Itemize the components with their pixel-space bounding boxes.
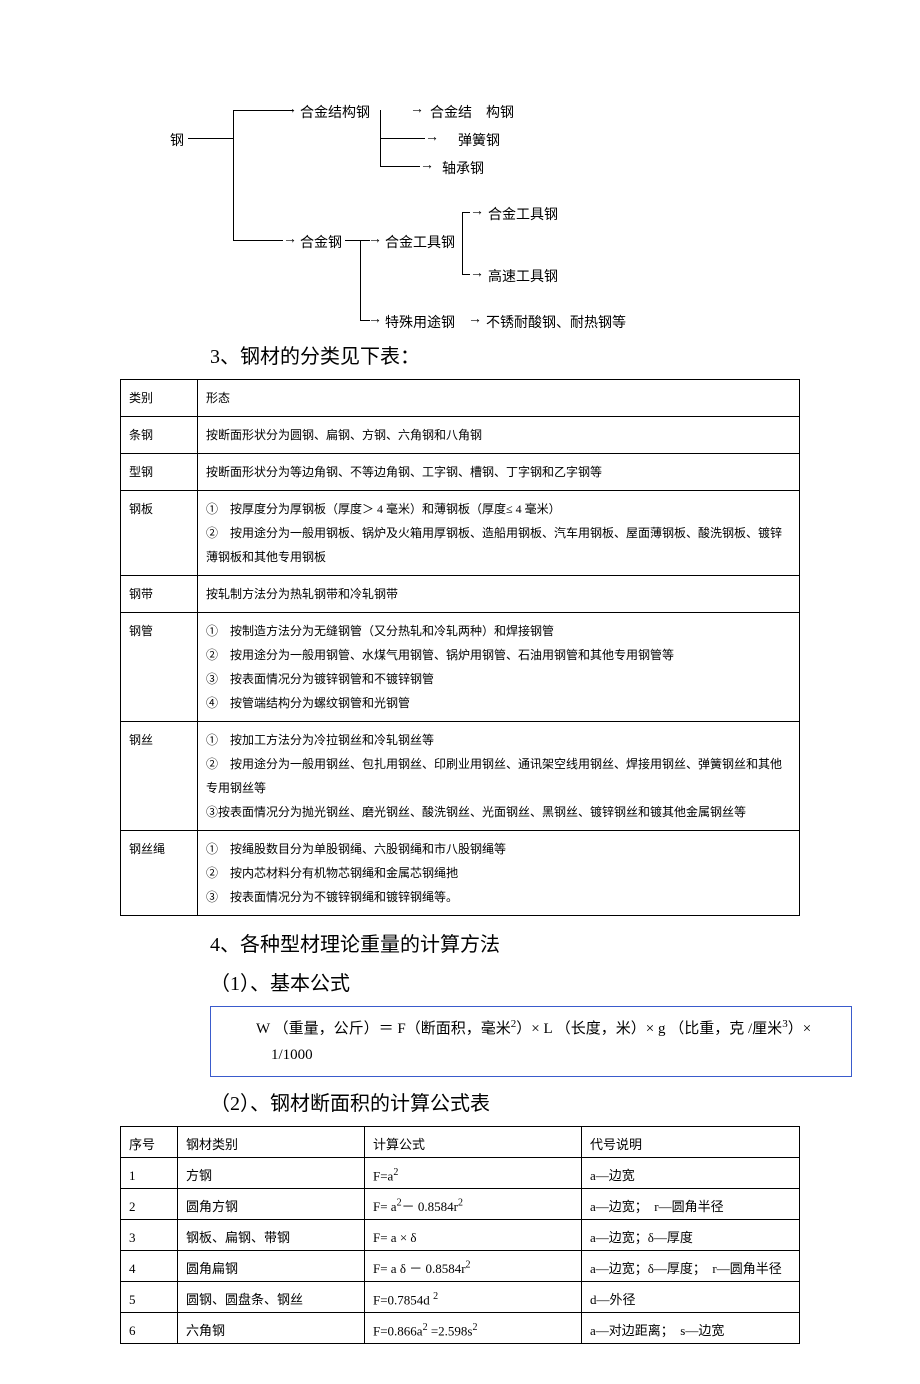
table-desc-cell: ① 按制造方法分为无缝钢管（又分热轧和冷轧两种）和焊接钢管② 按用途分为一般用钢… xyxy=(198,613,800,722)
tree-node: 不锈耐酸钢、耐热钢等 xyxy=(486,312,626,332)
tree-node: 合金钢 xyxy=(300,232,342,252)
table-desc-cell: ① 按绳股数目分为单股钢绳、六股钢绳和市八股钢绳等② 按内芯材料分有机物芯钢绳和… xyxy=(198,831,800,916)
steel-tree-diagram: 钢 → 合金结构钢 → 合金结 构钢 → 弹簧钢 → 轴承钢 → 合金钢 → 合… xyxy=(170,100,800,330)
tree-node: 合金结构钢 xyxy=(300,102,370,122)
th-seq: 序号 xyxy=(121,1127,178,1158)
table-category-cell: 型钢 xyxy=(121,454,198,491)
tree-node: 高速工具钢 xyxy=(488,266,558,286)
formula-text: W （重量，公斤）＝ F（断面积，毫米 xyxy=(256,1021,511,1037)
table-row: 6六角钢F=0.866a2 =2.598s2a—对边距离； s—边宽 xyxy=(121,1313,800,1344)
table-row: 1方钢F=a2a—边宽 xyxy=(121,1158,800,1189)
sub-heading-2: （2）、钢材断面积的计算公式表 xyxy=(210,1087,800,1116)
table-category-cell: 钢管 xyxy=(121,613,198,722)
heading-4: 4、各种型材理论重量的计算方法 xyxy=(210,928,800,957)
table-desc-cell: 按轧制方法分为热轧钢带和冷轧钢带 xyxy=(198,576,800,613)
tree-node: 合金工具钢 xyxy=(385,232,455,252)
th-category: 类别 xyxy=(121,380,198,417)
table-row: 2圆角方钢F= a2－ 0.8584r2a—边宽； r—圆角半径 xyxy=(121,1189,800,1220)
tree-node: 轴承钢 xyxy=(442,158,484,178)
table-category-cell: 钢丝绳 xyxy=(121,831,198,916)
steel-classification-table: 类别 形态 条钢按断面形状分为圆钢、扁钢、方钢、六角钢和八角钢型钢按断面形状分为… xyxy=(120,379,800,916)
th-form: 形态 xyxy=(198,380,800,417)
table-category-cell: 钢带 xyxy=(121,576,198,613)
table-row: 3钢板、扁钢、带钢F= a × δa—边宽；δ—厚度 xyxy=(121,1220,800,1251)
table-desc-cell: 按断面形状分为等边角钢、不等边角钢、工字钢、槽钢、丁字钢和乙字钢等 xyxy=(198,454,800,491)
table-desc-cell: ① 按厚度分为厚钢板（厚度＞ 4 毫米）和薄钢板（厚度≤ 4 毫米）② 按用途分… xyxy=(198,491,800,576)
tree-node: 弹簧钢 xyxy=(458,130,500,150)
tree-node: 特殊用途钢 xyxy=(385,312,455,332)
heading-3: 3、钢材的分类见下表： xyxy=(210,340,800,369)
tree-root: 钢 xyxy=(170,130,184,150)
table-row: 5圆钢、圆盘条、钢丝F=0.7854d 2d—外径 xyxy=(121,1282,800,1313)
th-desc: 代号说明 xyxy=(582,1127,800,1158)
table-category-cell: 条钢 xyxy=(121,417,198,454)
table-desc-cell: ① 按加工方法分为冷拉钢丝和冷轧钢丝等② 按用途分为一般用钢丝、包扎用钢丝、印刷… xyxy=(198,722,800,831)
tree-node: 合金结 构钢 xyxy=(430,102,514,122)
table-category-cell: 钢板 xyxy=(121,491,198,576)
table-row: 4圆角扁钢F= a δ － 0.8584r2a—边宽；δ—厚度； r—圆角半径 xyxy=(121,1251,800,1282)
table-desc-cell: 按断面形状分为圆钢、扁钢、方钢、六角钢和八角钢 xyxy=(198,417,800,454)
th-formula: 计算公式 xyxy=(365,1127,582,1158)
table-category-cell: 钢丝 xyxy=(121,722,198,831)
tree-node: 合金工具钢 xyxy=(488,204,558,224)
formula-table: 序号 钢材类别 计算公式 代号说明 1方钢F=a2a—边宽2圆角方钢F= a2－… xyxy=(120,1126,800,1344)
formula-box: W （重量，公斤）＝ F（断面积，毫米2）× L （长度，米）× g （比重，克… xyxy=(210,1006,852,1077)
sub-heading-1: （1）、基本公式 xyxy=(210,967,800,996)
th-type: 钢材类别 xyxy=(178,1127,365,1158)
